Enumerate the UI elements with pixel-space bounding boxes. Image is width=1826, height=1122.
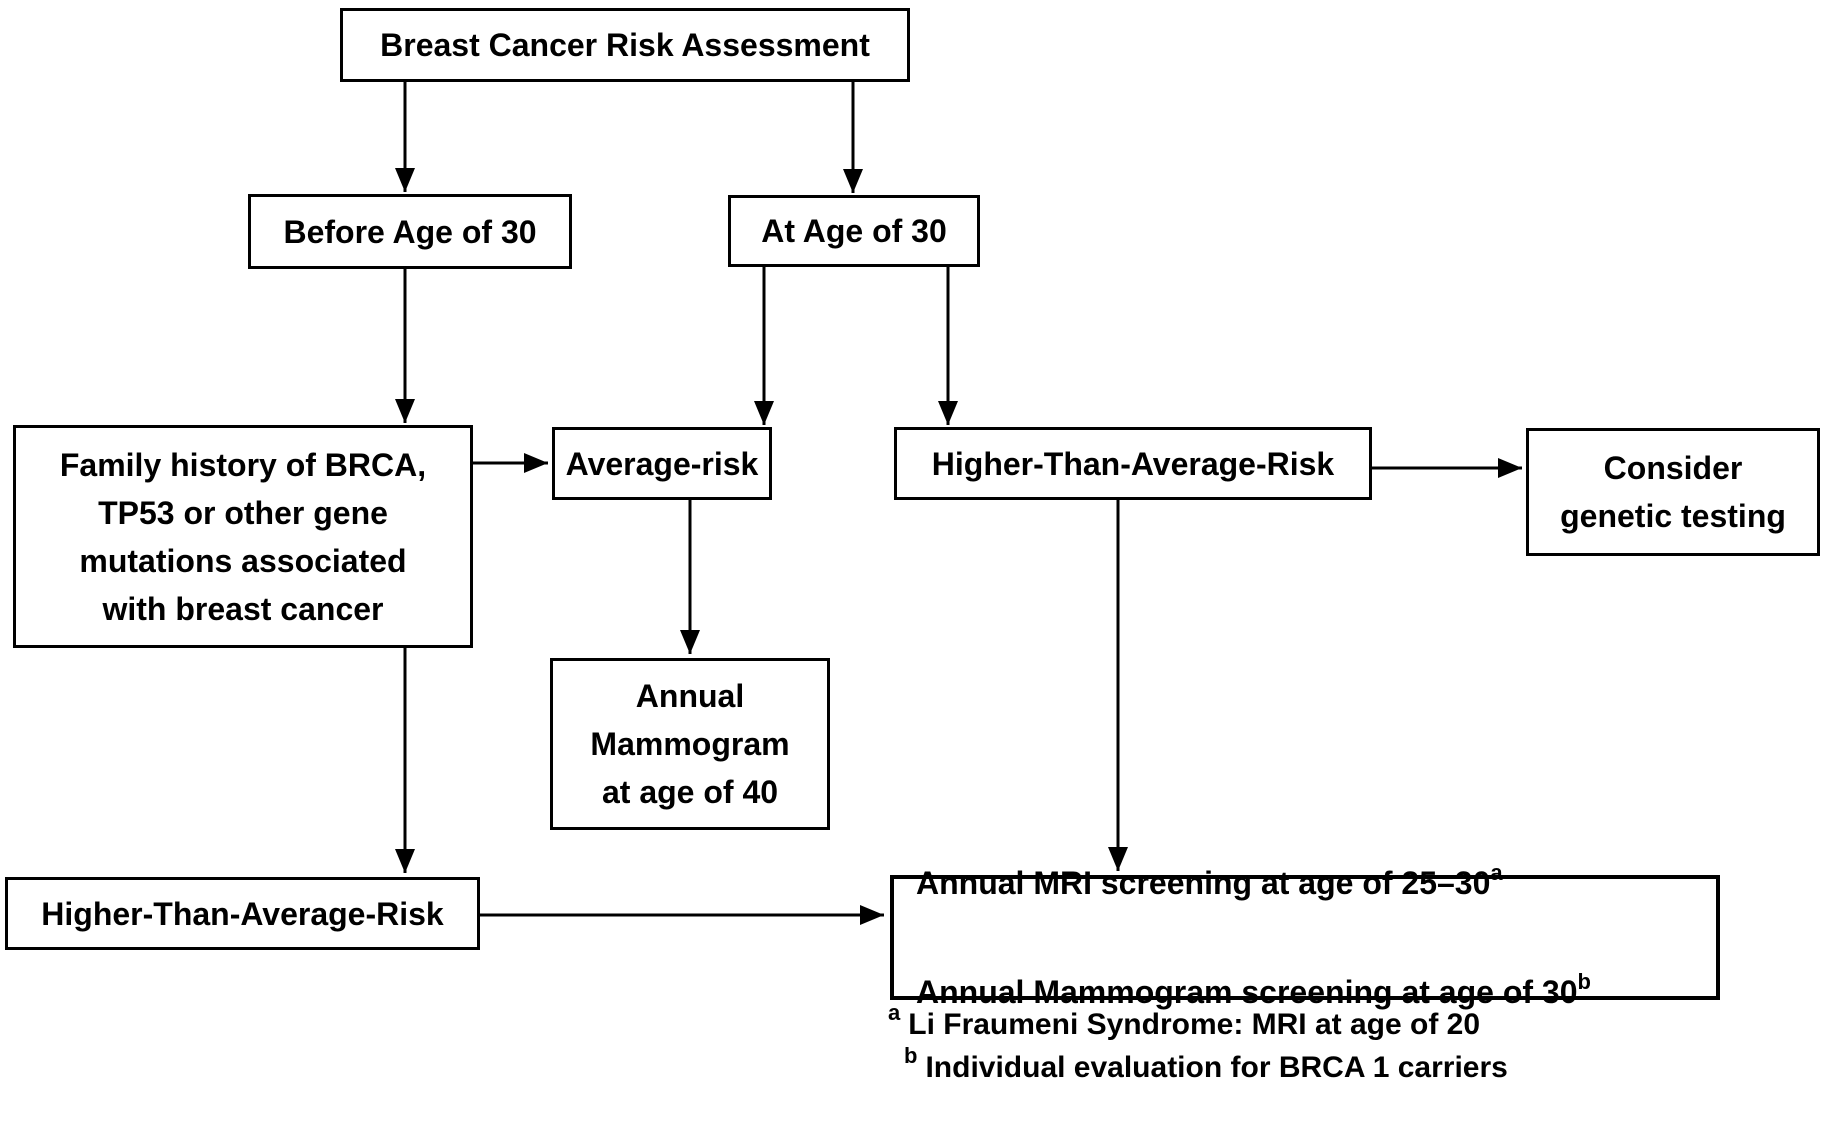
footnote-b: b Individual evaluation for BRCA 1 carrie… xyxy=(888,1045,1508,1085)
node-screening-recommendations: Annual MRI screening at age of 25–30a An… xyxy=(890,861,1720,1010)
footnote-b-text: Individual evaluation for BRCA 1 carrier… xyxy=(925,1051,1508,1084)
node-consider-genetic-testing: Consider genetic testing xyxy=(1526,428,1820,556)
footnote-a-marker: a xyxy=(888,1000,901,1025)
screening-line-mammogram: Annual Mammogram screening at age of 30b xyxy=(916,968,1591,1010)
node-higher-than-average-risk-top: Higher-Than-Average-Risk xyxy=(894,427,1372,500)
footnote-b-marker: b xyxy=(904,1043,918,1068)
footnote-marker-a: a xyxy=(1490,859,1503,885)
footnote-marker-b: b xyxy=(1577,968,1591,994)
node-annual-mammogram-40: Annual Mammogram at age of 40 xyxy=(550,658,830,830)
footnote-a: a Li Fraumeni Syndrome: MRI at age of 20 xyxy=(888,1002,1508,1042)
node-family-history: Family history of BRCA, TP53 or other ge… xyxy=(13,425,473,648)
footnote-a-text: Li Fraumeni Syndrome: MRI at age of 20 xyxy=(908,1008,1481,1041)
footnotes: a Li Fraumeni Syndrome: MRI at age of 20 … xyxy=(888,1002,1508,1094)
screening-line-mri: Annual MRI screening at age of 25–30a xyxy=(916,859,1503,901)
node-at-age-30: At Age of 30 xyxy=(728,195,980,267)
node-higher-than-average-risk-bottom: Higher-Than-Average-Risk xyxy=(5,877,480,950)
node-risk-assessment: Breast Cancer Risk Assessment xyxy=(340,8,910,82)
node-average-risk: Average-risk xyxy=(552,427,772,500)
node-before-age-30: Before Age of 30 xyxy=(248,194,572,269)
